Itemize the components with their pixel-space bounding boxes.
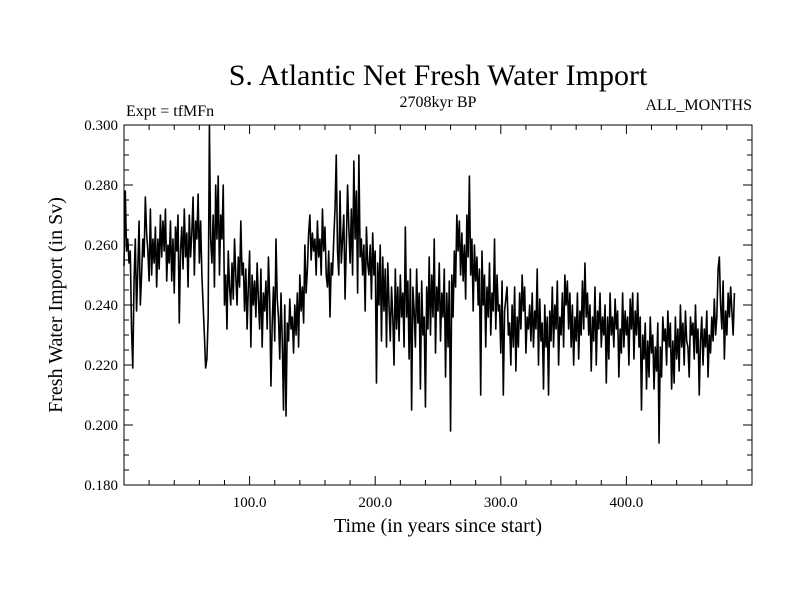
experiment-label: Expt = tfMFn (126, 103, 214, 120)
y-tick-label: 0.300 (84, 118, 118, 134)
months-label: ALL_MONTHS (645, 97, 752, 114)
y-tick-label: 0.240 (84, 298, 118, 314)
x-axis-ticks: 100.0 200.0 300.0 400.0 (148, 125, 728, 511)
y-tick-label: 0.280 (84, 178, 118, 194)
x-tick-label: 200.0 (358, 495, 392, 511)
x-tick-label: 100.0 (233, 495, 267, 511)
x-axis-label: Time (in years since start) (334, 515, 542, 537)
y-axis-label: Fresh Water Import (in Sv) (45, 197, 67, 413)
y-tick-label: 0.200 (84, 418, 118, 434)
y-tick-label: 0.260 (84, 238, 118, 254)
x-tick-label: 300.0 (484, 495, 518, 511)
y-axis-ticks: 0.180 0.200 0.220 0.240 0.260 0.280 0.300 (84, 118, 752, 494)
y-tick-label: 0.220 (84, 358, 118, 374)
chart-subtitle: 2708kyr BP (400, 94, 477, 111)
series-line-fresh-water-import (123, 124, 736, 444)
x-tick-label: 400.0 (610, 495, 644, 511)
y-tick-label: 0.180 (84, 478, 118, 494)
chart-title: S. Atlantic Net Fresh Water Import (229, 59, 648, 92)
